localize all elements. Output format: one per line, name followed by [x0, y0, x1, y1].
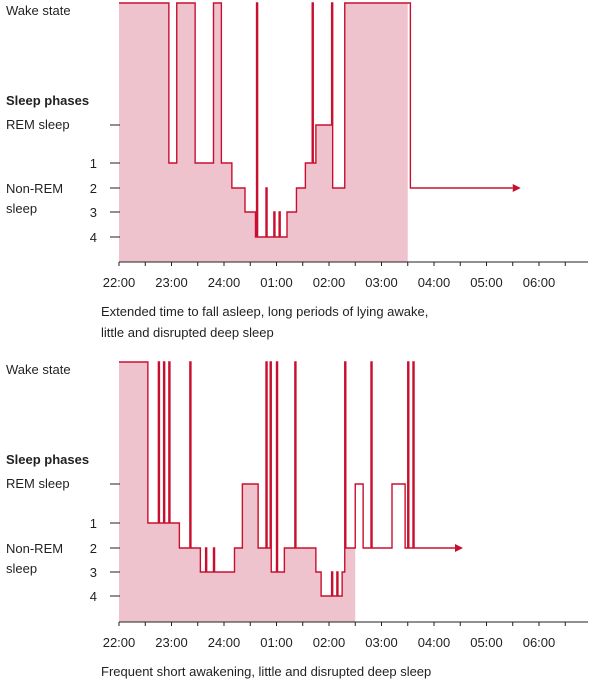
sleep-area-fill [119, 3, 408, 262]
x-tick-label: 24:00 [208, 635, 241, 650]
x-tick-label: 02:00 [313, 275, 346, 290]
caption-line: Frequent short awakening, little and dis… [101, 664, 431, 679]
x-tick-label: 05:00 [470, 275, 503, 290]
x-tick-label: 03:00 [365, 275, 398, 290]
x-tick-label: 23:00 [155, 635, 188, 650]
x-tick-label: 04:00 [418, 275, 451, 290]
sleep-phase-line [119, 361, 455, 597]
sleep-phases-heading: Sleep phases [6, 452, 89, 467]
x-tick-label: 01:00 [260, 635, 293, 650]
stage-3-label: 3 [90, 565, 97, 580]
wake-state-label: Wake state [6, 3, 71, 18]
x-tick-label: 22:00 [103, 275, 136, 290]
x-tick-label: 05:00 [470, 635, 503, 650]
stage-4-label: 4 [90, 589, 97, 604]
rem-sleep-label: REM sleep [6, 476, 70, 491]
x-tick-label: 06:00 [523, 275, 556, 290]
rem-sleep-label: REM sleep [6, 117, 70, 132]
stage-2-label: 2 [90, 541, 97, 556]
stage-3-label: 3 [90, 205, 97, 220]
x-tick-label: 02:00 [313, 635, 346, 650]
non-rem-label: Non-REM [6, 541, 63, 556]
sleep-phases-heading: Sleep phases [6, 93, 89, 108]
wake-state-label: Wake state [6, 362, 71, 377]
sleep-area-fill [119, 362, 356, 622]
x-tick-label: 03:00 [365, 635, 398, 650]
stage-2-label: 2 [90, 181, 97, 196]
x-tick-label: 23:00 [155, 275, 188, 290]
arrow-icon [512, 184, 521, 192]
stage-4-label: 4 [90, 230, 97, 245]
x-tick-label: 04:00 [418, 635, 451, 650]
x-tick-label: 06:00 [523, 635, 556, 650]
non-rem-label-line2: sleep [6, 561, 37, 576]
hypnogram-panel-2 [110, 361, 588, 626]
non-rem-label-line2: sleep [6, 201, 37, 216]
caption-line: little and disrupted deep sleep [101, 325, 274, 340]
x-tick-label: 24:00 [208, 275, 241, 290]
stage-1-label: 1 [90, 156, 97, 171]
x-tick-label: 22:00 [103, 635, 136, 650]
stage-1-label: 1 [90, 516, 97, 531]
x-tick-label: 01:00 [260, 275, 293, 290]
sleep-phase-line [119, 2, 513, 238]
arrow-icon [455, 544, 463, 552]
caption-line: Extended time to fall asleep, long perio… [101, 304, 428, 319]
non-rem-label: Non-REM [6, 181, 63, 196]
hypnogram-panel-1 [110, 2, 588, 266]
